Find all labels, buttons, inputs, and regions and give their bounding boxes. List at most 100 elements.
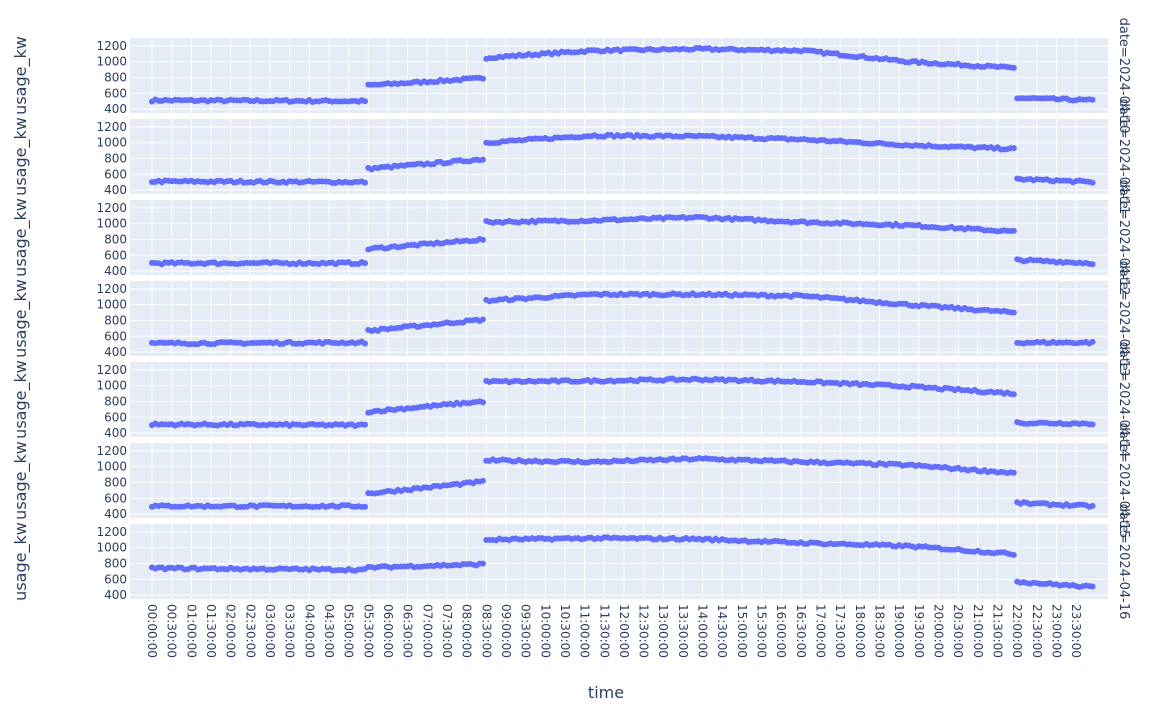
y-axis-titles: usage_kwusage_kwusage_kwusage_kwusage_kw… — [11, 36, 31, 601]
x-tick-label: 04:30:00 — [322, 604, 336, 658]
data-point — [1010, 309, 1017, 316]
data-point — [1010, 391, 1017, 398]
y-tick-label: 1000 — [96, 298, 127, 312]
x-tick-label: 22:00:00 — [1010, 604, 1024, 658]
data-point — [1010, 469, 1017, 476]
data-point — [362, 340, 369, 347]
y-tick-label: 1000 — [96, 379, 127, 393]
x-tick-label: 10:30:00 — [558, 604, 572, 658]
y-tick-label: 800 — [104, 475, 127, 489]
y-axis-title: usage_kw — [11, 117, 31, 196]
y-tick-label: 600 — [104, 329, 127, 343]
data-point — [1089, 338, 1096, 345]
data-point — [479, 75, 486, 82]
x-tick-label: 06:30:00 — [401, 604, 415, 658]
series-points — [149, 213, 1096, 268]
data-point — [479, 236, 486, 243]
y-tick-label: 800 — [104, 394, 127, 408]
x-tick-label: 16:30:00 — [794, 604, 808, 658]
series-points — [149, 375, 1096, 430]
y-tick-label: 1200 — [96, 120, 127, 134]
y-tick-label: 1200 — [96, 525, 127, 539]
y-tick-label: 1200 — [96, 201, 127, 215]
y-axis-title: usage_kw — [11, 522, 31, 601]
x-tick-label: 06:00:00 — [381, 604, 395, 658]
x-tick-label: 08:00:00 — [460, 604, 474, 658]
y-tick-label: 800 — [104, 70, 127, 84]
x-axis-title: time — [588, 683, 624, 702]
y-tick-label: 1000 — [96, 217, 127, 231]
y-tick-label: 600 — [104, 491, 127, 505]
x-tick-label: 15:00:00 — [735, 604, 749, 658]
data-point — [1089, 502, 1096, 509]
x-tick-label: 07:30:00 — [440, 604, 454, 658]
facet-panels: 4006008001000120040060080010001200400600… — [96, 38, 1108, 602]
data-point — [479, 477, 486, 484]
x-tick-label: 01:30:00 — [204, 604, 218, 658]
x-tick-label: 13:30:00 — [676, 604, 690, 658]
facet-labels: date=2024-04-10date=2024-04-11date=2024-… — [1116, 18, 1131, 620]
y-tick-label: 1000 — [96, 541, 127, 555]
data-point — [1010, 64, 1017, 71]
series-points — [149, 290, 1096, 348]
x-tick-label: 19:30:00 — [912, 604, 926, 658]
y-tick-label: 600 — [104, 86, 127, 100]
data-point — [479, 156, 486, 163]
y-axis-title: usage_kw — [11, 441, 31, 520]
facet-label: date=2024-04-12 — [1116, 180, 1131, 296]
data-point — [362, 260, 369, 267]
x-tick-label: 09:30:00 — [519, 604, 533, 658]
data-point — [1010, 551, 1017, 558]
y-tick-label: 1200 — [96, 444, 127, 458]
x-tick-label: 10:00:00 — [538, 604, 552, 658]
y-tick-label: 800 — [104, 313, 127, 327]
y-tick-label: 800 — [104, 556, 127, 570]
y-tick-label: 800 — [104, 151, 127, 165]
data-point — [1010, 145, 1017, 152]
series-points — [149, 534, 1096, 591]
y-tick-label: 400 — [104, 102, 127, 116]
x-tick-label: 17:00:00 — [814, 604, 828, 658]
x-tick-label: 00:00:00 — [145, 604, 159, 658]
x-tick-label: 05:00:00 — [342, 604, 356, 658]
y-tick-label: 1000 — [96, 55, 127, 69]
plot-background — [130, 524, 1108, 599]
x-tick-label: 07:00:00 — [420, 604, 434, 658]
x-tick-label: 23:30:00 — [1069, 604, 1083, 658]
x-tick-label: 01:00:00 — [184, 604, 198, 658]
data-point — [1010, 227, 1017, 234]
x-tick-label: 14:00:00 — [696, 604, 710, 658]
x-tick-label: 09:00:00 — [499, 604, 513, 658]
x-tick-label: 21:00:00 — [971, 604, 985, 658]
facet-label: date=2024-04-13 — [1116, 261, 1131, 377]
y-axis-title: usage_kw — [11, 360, 31, 439]
x-tick-label: 13:00:00 — [656, 604, 670, 658]
series-points — [149, 44, 1096, 105]
facet-label: date=2024-04-14 — [1116, 342, 1131, 458]
y-tick-label: 400 — [104, 345, 127, 359]
y-axis-title: usage_kw — [11, 198, 31, 277]
data-point — [1089, 96, 1096, 103]
x-tick-label: 02:30:00 — [243, 604, 257, 658]
x-tick-label: 20:00:00 — [932, 604, 946, 658]
y-axis-title: usage_kw — [11, 279, 31, 358]
x-tick-label: 18:00:00 — [853, 604, 867, 658]
y-tick-label: 600 — [104, 410, 127, 424]
data-point — [362, 503, 369, 510]
x-tick-label: 21:30:00 — [991, 604, 1005, 658]
y-tick-label: 400 — [104, 507, 127, 521]
facet-label: date=2024-04-11 — [1116, 99, 1131, 215]
data-point — [1089, 583, 1096, 590]
y-tick-label: 1200 — [96, 282, 127, 296]
x-tick-label: 12:30:00 — [637, 604, 651, 658]
y-axis-title: usage_kw — [11, 36, 31, 115]
x-tick-label: 03:00:00 — [263, 604, 277, 658]
data-point — [479, 399, 486, 406]
y-tick-label: 400 — [104, 264, 127, 278]
y-tick-label: 400 — [104, 183, 127, 197]
x-tick-label: 03:30:00 — [283, 604, 297, 658]
